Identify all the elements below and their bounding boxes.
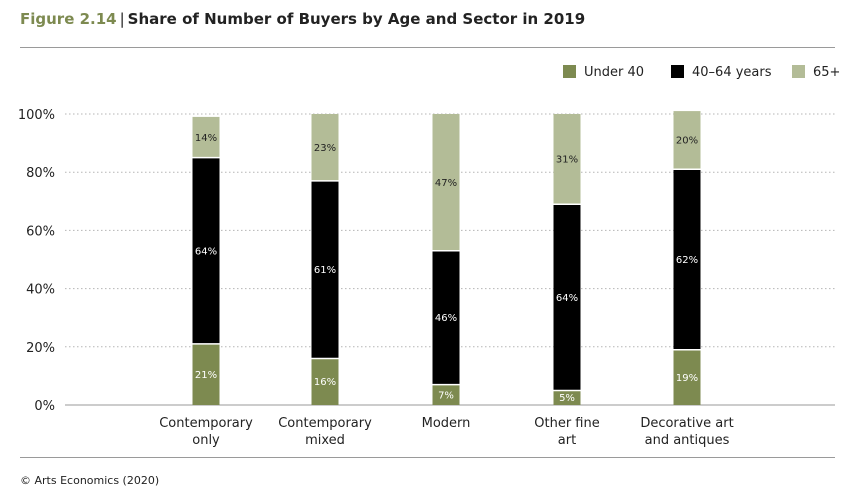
data-label: 20% xyxy=(676,136,698,147)
y-tick-label: 40% xyxy=(26,283,55,298)
figure-label: Figure 2.14 xyxy=(20,10,117,28)
bar-segment xyxy=(192,157,220,344)
data-label: 7% xyxy=(438,390,454,401)
legend-label: Under 40 xyxy=(584,65,644,80)
x-category-label: Contemporary xyxy=(159,416,253,431)
stacked-bar-chart: 0% 20% 40% 60% 80% 100% 21% 64% 14% Contemporary o… xyxy=(18,65,840,448)
top-rule xyxy=(20,47,835,48)
data-label: 64% xyxy=(195,246,217,257)
bar-segment xyxy=(432,384,460,405)
data-label: 5% xyxy=(559,393,575,404)
legend-label: 40–64 years xyxy=(692,65,772,80)
data-label: 19% xyxy=(676,373,698,384)
x-category-label: only xyxy=(192,433,220,448)
legend-label: 65+ xyxy=(813,65,840,80)
title-separator: | xyxy=(119,10,125,28)
bar-segment xyxy=(311,114,339,181)
data-label: 14% xyxy=(195,133,217,144)
bar-segment xyxy=(432,114,460,251)
legend-swatch xyxy=(792,65,805,78)
data-label: 47% xyxy=(435,178,457,189)
x-category-label: Modern xyxy=(422,416,471,431)
bar-segment xyxy=(673,349,701,405)
bar-segment xyxy=(673,169,701,350)
bar-segment xyxy=(432,250,460,385)
bar-segment xyxy=(553,114,581,205)
y-tick-label: 60% xyxy=(26,224,55,239)
x-category-label: and antiques xyxy=(645,433,730,448)
bar-segment xyxy=(553,204,581,391)
legend-swatch xyxy=(563,65,576,78)
y-tick-label: 0% xyxy=(34,399,55,414)
x-category-label: Other fine xyxy=(534,416,599,431)
x-category-label: art xyxy=(558,433,576,448)
bar-segment xyxy=(192,343,220,405)
data-label: 62% xyxy=(676,255,698,266)
x-category-label: mixed xyxy=(305,433,345,448)
x-category-label: Decorative art xyxy=(640,416,733,431)
data-label: 61% xyxy=(314,265,336,276)
data-label: 46% xyxy=(435,313,457,324)
legend-swatch xyxy=(671,65,684,78)
y-tick-label: 20% xyxy=(26,341,55,356)
source-note: © Arts Economics (2020) xyxy=(20,474,160,487)
bar-segment xyxy=(192,116,220,158)
y-tick-label: 100% xyxy=(18,108,55,123)
bar-segment xyxy=(673,111,701,170)
y-tick-label: 80% xyxy=(26,166,55,181)
figure-title: Figure 2.14 | Share of Number of Buyers by… xyxy=(20,10,585,28)
bar-segment xyxy=(311,180,339,359)
bottom-rule xyxy=(20,457,835,458)
x-category-label: Contemporary xyxy=(278,416,372,431)
chart-title: Share of Number of Buyers by Age and Sec… xyxy=(127,10,586,28)
data-label: 23% xyxy=(314,143,336,154)
bar-segment xyxy=(311,358,339,405)
bar-segment xyxy=(553,390,581,405)
data-label: 16% xyxy=(314,377,336,388)
data-label: 21% xyxy=(195,370,217,381)
data-label: 31% xyxy=(556,155,578,166)
data-label: 64% xyxy=(556,293,578,304)
